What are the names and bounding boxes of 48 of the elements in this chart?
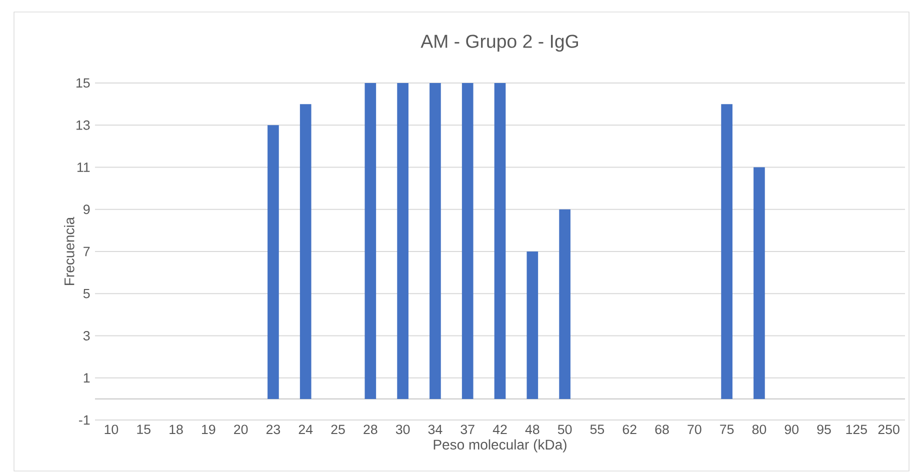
- x-tick-label: 23: [266, 424, 280, 434]
- bar: [268, 125, 279, 399]
- x-tick-label: 80: [752, 424, 766, 434]
- bar: [526, 252, 538, 399]
- y-tick-label: 5: [83, 288, 90, 298]
- x-tick-label: 10: [104, 424, 118, 434]
- y-tick-label: 15: [76, 78, 90, 88]
- x-tick-label: 70: [688, 424, 702, 434]
- x-tick-label: 95: [817, 424, 831, 434]
- y-tick-label: 7: [84, 246, 90, 256]
- x-tick-label: 68: [655, 424, 669, 434]
- y-tick-label: 13: [76, 120, 90, 130]
- x-tick-label: 20: [234, 424, 248, 434]
- x-tick-label: 42: [492, 424, 507, 434]
- x-tick-label: 125: [846, 424, 867, 434]
- bar: [721, 104, 732, 399]
- y-tick-label: -1: [79, 415, 90, 425]
- x-tick-label: 48: [525, 424, 540, 434]
- chart-title: AM - Grupo 2 - IgG: [420, 34, 578, 52]
- bar: [462, 83, 474, 399]
- x-tick-label: 30: [396, 424, 410, 434]
- bar: [430, 83, 441, 399]
- x-tick-label: 28: [364, 424, 378, 434]
- y-tick-label: 1: [84, 373, 90, 382]
- x-tick-label: 90: [784, 424, 799, 434]
- x-tick-label: 55: [590, 424, 604, 434]
- x-tick-label: 62: [622, 424, 636, 434]
- bar: [397, 83, 408, 399]
- x-tick-label: 19: [202, 424, 216, 434]
- x-tick-label: 37: [460, 424, 474, 434]
- x-tick-label: 250: [878, 424, 900, 434]
- bar: [300, 104, 312, 399]
- bar: [494, 83, 506, 399]
- x-axis-title: Peso molecular (kDa): [434, 439, 566, 452]
- y-tick-label: 3: [83, 331, 90, 340]
- y-tick-label: 11: [77, 162, 90, 172]
- y-tick-label: 9: [84, 204, 90, 214]
- bar: [559, 209, 570, 399]
- x-tick-label: 18: [170, 424, 183, 434]
- x-tick-label: 75: [720, 424, 734, 434]
- bar: [754, 167, 765, 399]
- bar: [364, 83, 376, 399]
- x-tick-label: 34: [428, 424, 442, 434]
- y-axis-title: Frecuencia: [64, 216, 74, 285]
- x-tick-label: 25: [331, 424, 345, 434]
- x-tick-label: 24: [298, 424, 313, 434]
- x-tick-label: 50: [558, 424, 572, 434]
- x-tick-label: 15: [137, 424, 150, 434]
